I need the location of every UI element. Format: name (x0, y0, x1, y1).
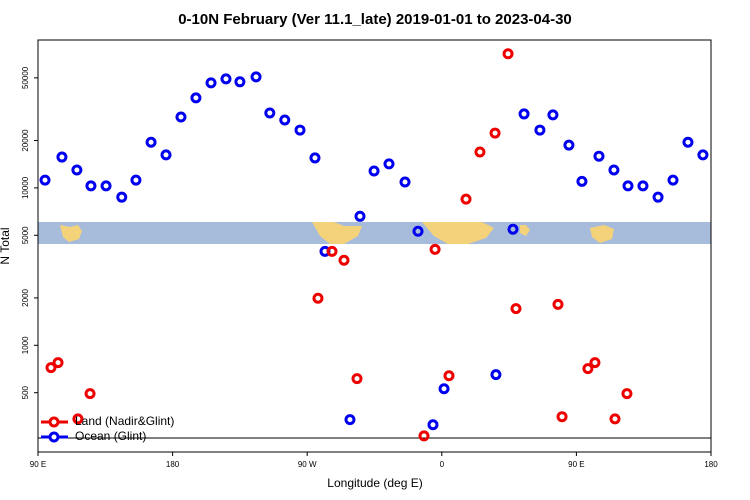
plot-frame (37, 39, 712, 453)
x-tick-label: 90 W (298, 460, 317, 469)
point (490, 369, 502, 381)
chart-title: 0-10N February (Ver 11.1_late) 2019-01-0… (178, 11, 572, 28)
point (427, 419, 439, 431)
point (39, 174, 51, 186)
point (412, 225, 424, 237)
point (552, 298, 564, 310)
point (637, 180, 649, 192)
point (489, 127, 501, 139)
point (443, 370, 455, 382)
point (71, 164, 83, 176)
point (589, 357, 601, 369)
point (56, 151, 68, 163)
x-tick-label: 0 (440, 460, 445, 469)
point (354, 210, 366, 222)
point (621, 388, 633, 400)
point (190, 92, 202, 104)
y-tick-label: 10000 (21, 176, 30, 199)
point (338, 254, 350, 266)
point (130, 174, 142, 186)
point (368, 165, 380, 177)
point (45, 362, 57, 374)
legend-label: Land (Nadir&Glint) (75, 414, 174, 428)
point (418, 430, 430, 442)
point (582, 363, 594, 375)
y-tick-label: 50000 (21, 66, 30, 89)
point (697, 149, 709, 161)
x-tick-label: 90 E (568, 460, 584, 469)
point (429, 243, 441, 255)
point (160, 149, 172, 161)
point (534, 124, 546, 136)
point (351, 373, 363, 385)
point (175, 111, 187, 123)
y-tick-label: 2000 (21, 288, 30, 306)
point (250, 71, 262, 83)
point (309, 152, 321, 164)
legend-label: Ocean (Glint) (75, 429, 146, 443)
point (279, 114, 291, 126)
y-tick-label: 5000 (21, 226, 30, 244)
point (116, 191, 128, 203)
point (220, 73, 232, 85)
x-tick-label: 90 E (30, 460, 46, 469)
point (622, 180, 634, 192)
point (234, 76, 246, 88)
point (399, 176, 411, 188)
point (682, 136, 694, 148)
point (518, 108, 530, 120)
point (100, 180, 112, 192)
point (205, 77, 217, 89)
point (84, 388, 96, 400)
point (52, 357, 64, 369)
point (474, 146, 486, 158)
y-tick-label: 500 (21, 385, 30, 399)
point (608, 164, 620, 176)
point (502, 48, 514, 60)
point (609, 413, 621, 425)
point (344, 414, 356, 426)
point (294, 124, 306, 136)
legend-marker (48, 431, 60, 443)
y-tick-label: 20000 (21, 129, 30, 152)
y-axis-label: N Total (0, 227, 12, 264)
map-band (38, 222, 711, 244)
point (576, 175, 588, 187)
point (85, 180, 97, 192)
point (145, 136, 157, 148)
y-tick-label: 1000 (21, 336, 30, 354)
point (667, 174, 679, 186)
x-axis-label: Longitude (deg E) (327, 476, 422, 490)
point (383, 158, 395, 170)
x-tick-label: 180 (166, 460, 180, 469)
point (563, 139, 575, 151)
point (547, 109, 559, 121)
point (326, 245, 338, 257)
point (593, 150, 605, 162)
x-tick-label: 180 (704, 460, 718, 469)
point (438, 383, 450, 395)
legend-marker (48, 416, 60, 428)
point (460, 193, 472, 205)
point (507, 223, 519, 235)
point (312, 292, 324, 304)
point (652, 191, 664, 203)
point (264, 107, 276, 119)
point (510, 303, 522, 315)
point (72, 413, 84, 425)
point (556, 411, 568, 423)
